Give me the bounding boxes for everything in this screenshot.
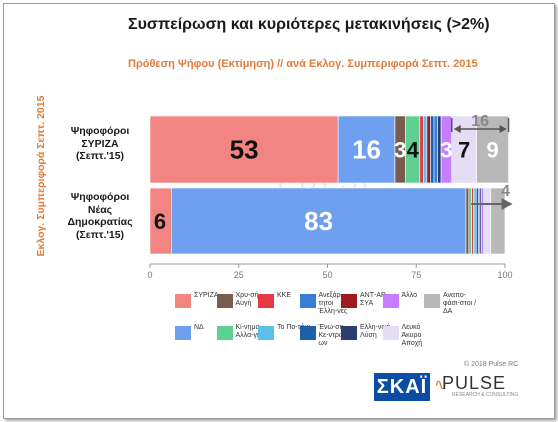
legend-swatch — [216, 326, 233, 340]
bar-segment — [419, 115, 424, 184]
copyright: © 2018 Pulse RC — [464, 361, 519, 368]
legend-item: ΝΔ — [175, 324, 227, 372]
bar-segment — [426, 115, 431, 184]
legend-label: ΝΔ — [194, 324, 204, 331]
chart-subtitle: Πρόθεση Ψήφου (Εκτίμηση) // ανά Εκλογ. Σ… — [128, 58, 478, 70]
legend-swatch — [341, 326, 357, 340]
row-label-nd: Ψηφοφόροι Νέας Δημοκρατίας (Σεπτ.'15) — [60, 191, 140, 241]
x-tick-label: 100 — [497, 270, 512, 280]
data-label: 6 — [154, 209, 166, 234]
bar-segment — [149, 115, 339, 184]
legend-swatch — [382, 326, 399, 340]
bracket-arrow-right — [499, 125, 507, 133]
legend-label: Χρυ-σή Αυγή — [235, 292, 259, 307]
row-label-syriza: Ψηφοφόροι ΣΥΡΙΖΑ (Σεπτ.'15) — [60, 125, 140, 163]
bracket-label: 16 — [471, 113, 489, 130]
x-tick-label: 75 — [411, 270, 421, 280]
pulse-logo-name: PULSE — [442, 373, 507, 393]
legend-label: Λευκό Άκυρο Αποχή — [401, 324, 423, 347]
data-label: 9 — [486, 138, 498, 163]
bar-segment — [465, 187, 470, 255]
legend-item: Κί-νημα Αλλα-γής — [216, 324, 269, 372]
data-label: 7 — [458, 138, 470, 163]
legend-swatch — [175, 326, 191, 340]
legend-item: Ένω-ση Κε-ντρώ-ων — [299, 324, 352, 372]
legend-swatch — [424, 294, 440, 308]
legend-label: Ένω-ση Κε-ντρώ-ων — [318, 324, 347, 347]
legend-swatch — [299, 294, 316, 308]
legend-swatch — [382, 294, 399, 308]
data-label: 53 — [230, 135, 259, 165]
legend-item: ΑΝΤ-ΑΡ-ΣΥΑ — [341, 292, 393, 340]
legend-label: Το Πο-τάμι — [277, 324, 310, 331]
legend-swatch — [258, 326, 274, 340]
bar-segment — [475, 187, 479, 255]
logos: ΣΚΑΪ ∿ PULSE RESEARCH & CONSULTING — [374, 373, 518, 401]
legend-swatch — [258, 294, 274, 308]
row-label-line: ΣΥΡΙΖΑ — [81, 137, 119, 150]
legend-label: Άλλο — [401, 292, 417, 299]
row-label-line: Ψηφοφόροι — [70, 125, 130, 137]
row-label-line: (Σεπτ.'15) — [75, 150, 125, 162]
legend-label: Ανεξάρ-τητοι Έλλη-νες — [318, 292, 348, 315]
legend-item: Αναπο-φάσι-στοι / ΔΑ — [424, 292, 476, 340]
data-label: 83 — [304, 206, 333, 236]
legend-item: ΣΥΡΙΖΑ — [175, 292, 227, 340]
legend-label: Ελλη-νική Λύση — [360, 324, 391, 339]
legend-label: Κί-νημα Αλλα-γής — [235, 324, 265, 339]
legend-item: Ανεξάρ-τητοι Έλλη-νες — [299, 292, 352, 340]
legend-swatch — [175, 294, 191, 308]
legend-swatch — [299, 326, 316, 340]
legend-swatch — [216, 294, 233, 308]
bar-segment — [337, 115, 396, 184]
legend-item: Άλλο — [382, 292, 435, 340]
row-label-line: Ψηφοφόροι — [70, 191, 130, 203]
row-label-line: Νέας — [87, 203, 113, 216]
bar-segment — [423, 115, 428, 184]
legend-item: Το Πο-τάμι — [258, 324, 310, 372]
legend-label: Αναπο-φάσι-στοι / ΔΑ — [443, 292, 477, 315]
data-label: 16 — [352, 135, 381, 165]
bar-segment — [480, 187, 484, 255]
data-label: 3 — [394, 138, 406, 163]
row-label-line: Δημοκρατίας — [67, 216, 133, 228]
bar-segment — [468, 187, 472, 255]
pulse-logo: ∿ PULSE RESEARCH & CONSULTING — [434, 373, 518, 401]
arrow-label: 4 — [501, 183, 510, 200]
row-label-line: (Σεπτ.'15) — [75, 228, 125, 241]
x-tick-label: 50 — [322, 270, 332, 280]
arrow-head — [501, 198, 513, 210]
legend-label: ΚΚΕ — [277, 292, 292, 299]
legend-item: Λευκό Άκυρο Αποχή — [382, 324, 435, 372]
legend-label: ΑΝΤ-ΑΡ-ΣΥΑ — [360, 292, 388, 307]
data-label: 3 — [440, 138, 452, 163]
skai-logo: ΣΚΑΪ — [374, 373, 430, 401]
legend-swatch — [341, 294, 357, 308]
bar-segment — [430, 115, 435, 184]
legend-item: Χρυ-σή Αυγή — [216, 292, 269, 340]
bar-segment — [171, 187, 467, 255]
legend-item: Ελλη-νική Λύση — [341, 324, 393, 372]
x-tick-label: 0 — [147, 270, 152, 280]
chart-title: Συσπείρωση και κυριότερες μετακινήσεις (… — [128, 16, 490, 33]
pulse-logo-tag: RESEARCH & CONSULTING — [452, 392, 519, 398]
bar-segment — [433, 115, 438, 184]
bar-segment — [451, 115, 477, 184]
data-label: 4 — [407, 138, 420, 163]
legend-label: ΣΥΡΙΖΑ — [194, 292, 219, 299]
bar-segment — [483, 187, 492, 255]
x-tick-label: 25 — [234, 270, 244, 280]
legend-item: ΚΚΕ — [258, 292, 310, 340]
bracket-arrow-left — [453, 125, 461, 133]
pulse-wave-icon: ∿ — [434, 377, 448, 394]
